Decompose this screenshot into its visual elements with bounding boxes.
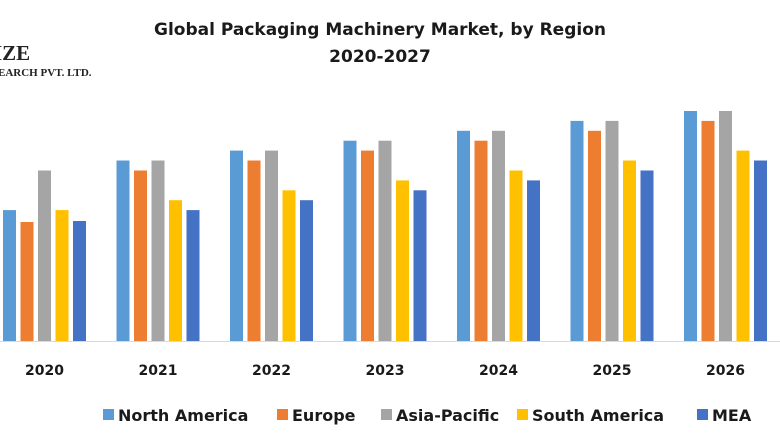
logo-text-sub: EARCH PVT. LTD. (0, 67, 92, 79)
bar-europe-2024 (474, 140, 488, 341)
legend-swatch (517, 409, 528, 420)
legend-label: MEA (712, 406, 752, 425)
legend-item-asia-pacific: Asia-Pacific (381, 406, 499, 425)
bar-mea-2020 (73, 221, 86, 341)
bar-south-america-2023 (396, 180, 409, 341)
legend-item-mea: MEA (697, 406, 752, 425)
legend-item-north-america: North America (103, 406, 248, 425)
legend-swatch (103, 409, 114, 420)
legend-item-south-america: South America (517, 406, 664, 425)
legend-label: Europe (292, 406, 356, 425)
x-tick-label: 2021 (139, 363, 178, 379)
bar-mea-2026 (754, 160, 767, 341)
x-tick-label: 2025 (593, 363, 632, 379)
bar-north-america-2024 (457, 130, 470, 341)
bar-europe-2022 (247, 160, 261, 341)
legend: North America Europe Asia-Pacific South Ame… (103, 406, 752, 425)
bar-mea-2024 (527, 180, 540, 341)
bar-europe-2025 (588, 130, 601, 341)
chart-title: Global Packaging Machinery Market, by Re… (154, 20, 606, 40)
x-tick-label: 2026 (706, 363, 745, 379)
bar-south-america-2024 (509, 170, 523, 341)
bar-asia-pacific-2026 (719, 111, 732, 341)
x-tick-label: 2022 (252, 363, 291, 379)
bar-south-america-2020 (55, 210, 69, 341)
bar-north-america-2022 (230, 150, 243, 341)
company-logo: IZE EARCH PVT. LTD. (0, 41, 92, 79)
legend-swatch (381, 409, 392, 420)
bar-south-america-2025 (623, 160, 636, 341)
legend-label: Asia-Pacific (396, 406, 499, 425)
chart-subtitle: 2020-2027 (329, 47, 431, 67)
legend-item-europe: Europe (277, 406, 356, 425)
bar-mea-2023 (413, 190, 427, 341)
logo-text-main: IZE (0, 41, 30, 65)
bar-asia-pacific-2022 (265, 150, 278, 341)
bar-mea-2022 (300, 200, 313, 341)
bar-north-america-2023 (343, 140, 357, 341)
bar-mea-2025 (640, 170, 654, 341)
legend-swatch (697, 409, 708, 420)
x-tick-label: 2024 (479, 363, 518, 379)
bar-north-america-2021 (116, 160, 130, 341)
bar-mea-2021 (186, 210, 200, 341)
x-tick-label: 2023 (366, 363, 405, 379)
bar-asia-pacific-2020 (38, 170, 51, 341)
bar-north-america-2020 (3, 210, 16, 341)
bar-europe-2021 (134, 170, 147, 341)
bar-europe-2023 (361, 150, 374, 341)
bar-asia-pacific-2025 (605, 120, 619, 342)
bar-north-america-2026 (684, 111, 697, 341)
bar-asia-pacific-2024 (492, 130, 505, 341)
legend-label: North America (118, 406, 248, 425)
bar-south-america-2021 (169, 200, 182, 341)
bar-europe-2026 (701, 120, 715, 342)
bar-north-america-2025 (570, 120, 584, 342)
legend-label: South America (532, 406, 664, 425)
bar-asia-pacific-2021 (151, 160, 165, 341)
x-tick-label: 2020 (25, 363, 64, 379)
legend-swatch (277, 409, 288, 420)
bar-south-america-2026 (736, 150, 750, 341)
bar-asia-pacific-2023 (378, 140, 392, 341)
plot-area: 2020 2021 2022 2023 2024 2025 2026 (0, 111, 780, 379)
bar-europe-2020 (20, 222, 34, 341)
bar-south-america-2022 (282, 190, 296, 341)
